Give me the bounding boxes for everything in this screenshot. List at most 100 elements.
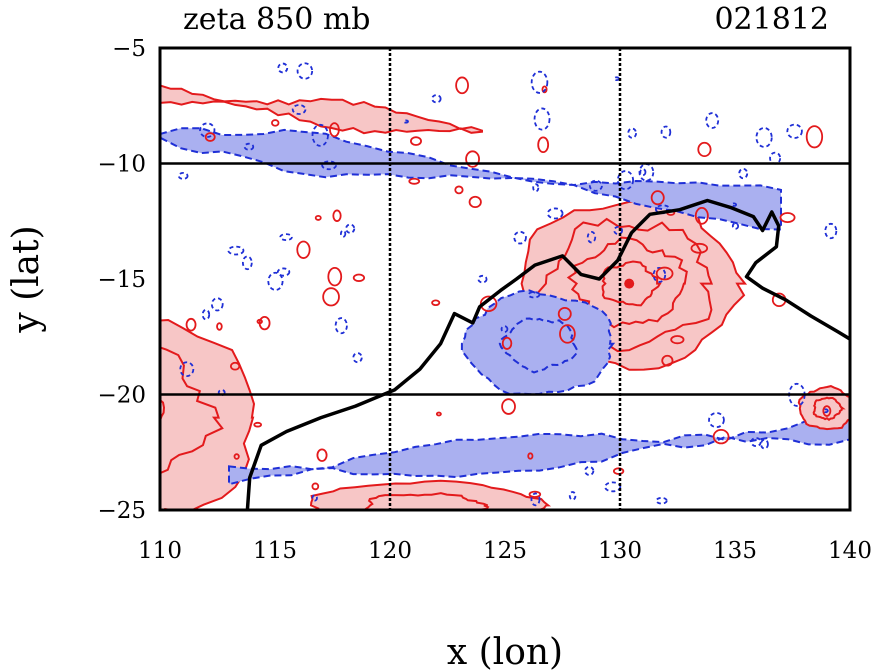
contour-speckle xyxy=(201,308,211,321)
x-tick-label: 125 xyxy=(483,538,527,564)
contour-speckle xyxy=(296,240,311,259)
contour-speckle xyxy=(233,453,240,460)
contour-speckles xyxy=(177,62,838,507)
contour-speckle xyxy=(296,62,314,80)
contour-speckle xyxy=(612,467,625,475)
y-tick-label: −10 xyxy=(97,152,146,178)
x-axis-label: x (lon) xyxy=(447,632,563,672)
contour-speckle xyxy=(311,482,320,491)
contour-speckle xyxy=(314,215,322,221)
contour-speckle xyxy=(537,136,550,154)
contour-speckle xyxy=(805,125,824,149)
contour-speckle xyxy=(468,195,482,209)
contour-speckle xyxy=(755,127,773,148)
contour-speckle xyxy=(532,183,540,193)
contour-fields xyxy=(160,62,850,510)
contour-speckle xyxy=(694,206,709,225)
contour-speckle xyxy=(705,112,720,129)
contour-speckle xyxy=(670,335,685,345)
contour-speckle xyxy=(613,225,623,236)
contour-speckle xyxy=(655,497,668,505)
contour-speckle xyxy=(229,361,241,371)
x-tick-label: 135 xyxy=(713,538,757,564)
contour-speckle xyxy=(557,306,572,321)
contour-speckle xyxy=(340,229,347,238)
contour-speckle xyxy=(779,212,796,224)
contour-fill xyxy=(160,84,483,135)
contour-speckle xyxy=(185,317,197,332)
plot-frame xyxy=(158,46,852,512)
contour-speckle xyxy=(501,336,513,350)
contour-speckle xyxy=(321,160,337,171)
y-tick-label: −20 xyxy=(97,383,146,409)
contour-speckle xyxy=(559,324,576,344)
contour-fill xyxy=(228,415,850,486)
grid-lines xyxy=(160,48,850,510)
contour-line xyxy=(498,317,579,374)
vortex-peak xyxy=(624,278,635,289)
contour-speckle xyxy=(527,452,534,460)
contour-speckle xyxy=(204,132,216,142)
contour-speckle xyxy=(199,122,216,138)
contour-speckle xyxy=(352,352,363,364)
y-tick-label: −25 xyxy=(97,498,146,524)
contour-speckle xyxy=(530,492,541,507)
contour-speckle xyxy=(661,354,674,367)
contour-feature-5 xyxy=(460,289,616,396)
contour-speckle xyxy=(465,150,480,168)
contour-speckle xyxy=(431,299,441,307)
chart-subtitle: 021812 xyxy=(714,2,829,37)
contour-speckle xyxy=(697,141,712,158)
x-tick-label: 110 xyxy=(138,538,182,564)
contour-speckle xyxy=(750,437,762,447)
chart-title: zeta 850 mb xyxy=(183,2,371,37)
contour-speckle xyxy=(267,271,284,291)
contour-speckle xyxy=(271,119,280,127)
contour-speckle xyxy=(824,222,838,240)
contour-speckle xyxy=(435,411,442,417)
contour-speckle xyxy=(616,170,634,191)
contour-feature-4 xyxy=(228,415,850,486)
contour-line xyxy=(160,346,224,475)
contour-speckle xyxy=(690,242,709,254)
coastline-path xyxy=(245,198,850,510)
contour-speckle xyxy=(533,107,551,131)
contour-speckle xyxy=(311,123,329,147)
x-tick-label: 115 xyxy=(253,538,297,564)
contour-line xyxy=(566,236,688,329)
contour-speckle xyxy=(568,491,577,501)
x-tick-label: 130 xyxy=(598,538,642,564)
contour-speckle xyxy=(588,179,603,192)
contour-speckle xyxy=(712,429,730,445)
contour-speckle xyxy=(738,167,749,180)
contour-speckle xyxy=(179,361,195,378)
contour-speckle xyxy=(501,398,516,415)
contour-speckle xyxy=(332,209,342,222)
contour-speckle xyxy=(210,297,224,312)
contour-feature-3 xyxy=(160,127,782,231)
contour-speckle xyxy=(500,325,509,333)
contour-speckle xyxy=(345,223,356,234)
y-tick-label: −15 xyxy=(97,267,146,293)
contour-line xyxy=(364,492,490,510)
contour-speckle xyxy=(477,274,488,284)
coastline xyxy=(245,198,850,510)
contour-line xyxy=(812,396,846,422)
contour-speckle xyxy=(216,322,223,331)
contour-speckle xyxy=(291,104,307,115)
contour-line xyxy=(536,217,714,353)
contour-feature-6 xyxy=(309,479,552,510)
contour-speckle xyxy=(431,94,442,104)
contour-speckle xyxy=(454,185,464,195)
contour-speckle xyxy=(760,438,769,450)
contour-speckle xyxy=(586,230,597,244)
contour-speckle xyxy=(327,266,343,287)
contour-speckle xyxy=(402,119,409,124)
contour-speckle xyxy=(329,122,340,138)
contour-speckle xyxy=(277,62,289,74)
x-tick-label: 120 xyxy=(368,538,412,564)
contour-speckle xyxy=(822,408,829,414)
contour-speckle xyxy=(276,267,291,277)
y-tick-label: −5 xyxy=(112,36,146,62)
contour-speckle xyxy=(528,490,542,498)
